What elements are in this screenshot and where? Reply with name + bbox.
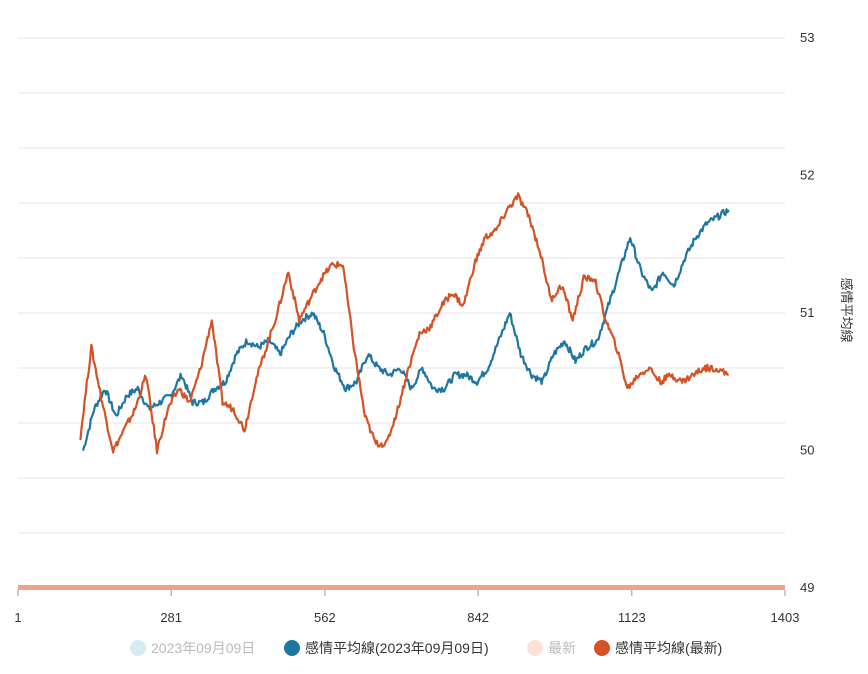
legend-swatch: [527, 640, 543, 656]
legend-label: 最新: [548, 640, 576, 656]
legend-swatch: [594, 640, 610, 656]
gridlines: [18, 37, 785, 589]
y-tick-label: 51: [800, 305, 814, 320]
y-tick-label: 50: [800, 443, 814, 458]
x-tick-label: 281: [160, 610, 182, 625]
x-axis-ticks: 1 281 562 842 1123 1403: [14, 590, 799, 625]
y-tick-label: 52: [800, 168, 814, 183]
legend-item[interactable]: 2023年09月09日: [130, 640, 255, 656]
legend-item[interactable]: 最新: [527, 640, 576, 656]
y-axis-label: 感情平均線: [839, 277, 854, 342]
series-line: [82, 208, 730, 451]
legend: 2023年09月09日 感情平均線(2023年09月09日) 最新 感情平均線(最新): [130, 640, 722, 656]
legend-label: 感情平均線(最新): [615, 640, 722, 656]
y-axis-ticks: 49 50 51 52 53: [800, 30, 814, 595]
x-tick-label: 1403: [771, 610, 800, 625]
series-line: [79, 192, 730, 455]
baseline-band: [18, 585, 785, 590]
x-tick-label: 1123: [618, 610, 646, 625]
legend-label: 2023年09月09日: [151, 640, 255, 656]
x-tick-label: 562: [314, 610, 336, 625]
legend-swatch: [130, 640, 146, 656]
y-tick-label: 49: [800, 580, 814, 595]
legend-swatch: [284, 640, 300, 656]
legend-item[interactable]: 感情平均線(2023年09月09日): [284, 640, 489, 656]
legend-label: 感情平均線(2023年09月09日): [305, 640, 489, 656]
legend-item[interactable]: 感情平均線(最新): [594, 640, 722, 656]
x-tick-label: 842: [467, 610, 489, 625]
y-tick-label: 53: [800, 30, 814, 45]
series-layer: [79, 192, 730, 455]
x-tick-label: 1: [14, 610, 21, 625]
